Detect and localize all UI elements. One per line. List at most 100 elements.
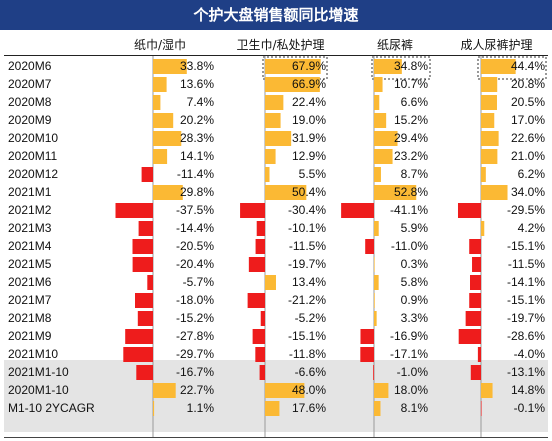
bar-3 <box>481 185 508 200</box>
column-header-diaper: 纸尿裤 <box>376 38 413 52</box>
category-label: 2021M3 <box>8 221 52 235</box>
category-label: 2021M6 <box>8 275 52 289</box>
data-label: -11.8% <box>289 347 326 361</box>
data-label: 48.0% <box>292 383 326 397</box>
data-label: 5.5% <box>299 167 327 181</box>
category-label: 2020M11 <box>8 149 57 163</box>
data-label: -37.5% <box>176 203 214 217</box>
category-label: 2021M2 <box>8 203 52 217</box>
data-label: 10.7% <box>394 77 428 91</box>
bar-3 <box>465 311 481 326</box>
data-label: -18.0% <box>176 293 214 307</box>
bar-3 <box>470 275 481 290</box>
bar-0 <box>153 131 182 146</box>
bar-0 <box>123 347 153 362</box>
bar-3 <box>481 149 498 164</box>
data-label: 14.1% <box>180 149 214 163</box>
column-header-adult: 成人尿裤护理 <box>460 38 533 52</box>
bar-3 <box>472 257 481 272</box>
bar-2 <box>374 113 387 128</box>
data-label: -6.6% <box>295 365 327 379</box>
data-label: 23.2% <box>394 149 428 163</box>
bar-0 <box>147 275 153 290</box>
bar-1 <box>252 329 265 344</box>
emphasis-box-col-3 <box>477 56 547 80</box>
data-label: -27.8% <box>176 329 214 343</box>
data-label: 34.8% <box>394 59 428 73</box>
bar-0 <box>153 77 167 92</box>
category-label: 2021M4 <box>8 239 52 253</box>
bar-0 <box>153 401 155 416</box>
data-label: -41.1% <box>390 203 428 217</box>
data-label: -11.5% <box>289 239 326 253</box>
bar-1 <box>265 167 270 182</box>
data-label: 52.8% <box>394 185 428 199</box>
data-label: 29.8% <box>180 185 214 199</box>
data-label: -14.1% <box>507 275 545 289</box>
bar-2 <box>374 149 393 164</box>
data-label: -21.2% <box>288 293 326 307</box>
data-label: -28.6% <box>507 329 545 343</box>
data-label: 20.5% <box>511 95 545 109</box>
bar-0 <box>153 383 176 398</box>
bar-2 <box>374 95 380 110</box>
bar-3 <box>481 95 497 110</box>
category-label: 2020M7 <box>8 77 52 91</box>
data-label: 8.7% <box>401 167 429 181</box>
bar-0 <box>135 293 153 308</box>
data-label: 0.9% <box>401 293 429 307</box>
bar-2 <box>373 365 374 380</box>
data-label: 19.0% <box>292 113 326 127</box>
category-label: 2021M9 <box>8 329 52 343</box>
data-label: 67.9% <box>292 59 326 73</box>
bar-0 <box>153 149 168 164</box>
bar-3 <box>481 221 485 236</box>
data-label: 22.7% <box>180 383 214 397</box>
bar-3 <box>481 131 499 146</box>
data-label: -15.1% <box>507 239 545 253</box>
bar-0 <box>136 365 153 380</box>
category-label: 2020M10 <box>8 131 58 145</box>
data-label: 13.4% <box>292 275 326 289</box>
category-label: 2021M7 <box>8 293 52 307</box>
category-label: 2020M8 <box>8 95 52 109</box>
bar-1 <box>265 401 280 416</box>
bar-2 <box>374 383 389 398</box>
bar-1 <box>260 311 265 326</box>
category-label: M1-10 2YCAGR <box>8 401 95 415</box>
data-label: -14.4% <box>176 221 214 235</box>
bar-3 <box>477 347 481 362</box>
category-label: 2020M1-10 <box>8 383 69 397</box>
bar-0 <box>137 311 153 326</box>
data-label: -11.5% <box>508 257 545 271</box>
bar-2 <box>374 131 398 146</box>
data-label: -17.1% <box>390 347 428 361</box>
bar-1 <box>265 185 307 200</box>
column-header-tissue: 纸巾/湿巾 <box>133 38 187 52</box>
bar-0 <box>153 113 174 128</box>
bar-1 <box>240 203 265 218</box>
data-label: -4.0% <box>514 347 546 361</box>
data-label: 5.8% <box>401 275 429 289</box>
data-label: -29.7% <box>176 347 214 361</box>
data-label: -19.7% <box>507 311 545 325</box>
data-label: 31.9% <box>292 131 326 145</box>
data-label: -5.7% <box>183 275 215 289</box>
bar-2 <box>341 203 374 218</box>
data-label: 12.9% <box>292 149 326 163</box>
bar-0 <box>153 95 161 110</box>
data-label: -11.0% <box>391 239 428 253</box>
chart-title: 个护大盘销售额同比增速 <box>0 0 552 30</box>
bar-0 <box>138 221 153 236</box>
data-label: 50.4% <box>292 185 326 199</box>
bar-2 <box>374 275 379 290</box>
data-label: -15.1% <box>507 293 545 307</box>
category-label: 2021M1 <box>8 185 52 199</box>
data-label: 22.4% <box>292 95 326 109</box>
bar-2 <box>374 221 379 236</box>
bottom-divider <box>4 437 548 438</box>
bar-1 <box>247 293 265 308</box>
bar-1 <box>248 257 265 272</box>
data-label: -0.1% <box>514 401 546 415</box>
